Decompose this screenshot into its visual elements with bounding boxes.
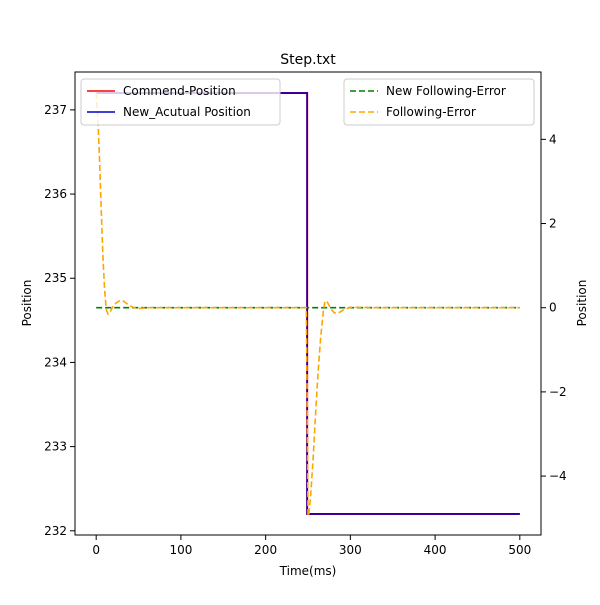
x-tick-label: 0 [92, 543, 100, 557]
y-left-tick-label: 237 [44, 103, 67, 117]
chart-title: Step.txt [280, 52, 336, 68]
y-left-tick-label: 232 [44, 524, 67, 538]
plot-frame [74, 71, 542, 536]
y-right-tick-label: −2 [549, 385, 567, 399]
x-tick-label: 400 [424, 543, 447, 557]
y-left-tick-label: 233 [44, 440, 67, 454]
legend-label-new-acutual-position: New_Acutual Position [123, 105, 251, 119]
legend-label-following-error: Following-Error [386, 105, 476, 119]
y-left-tick-label: 235 [44, 271, 67, 285]
x-axis-label: Time(ms) [279, 564, 337, 578]
x-tick-label: 300 [339, 543, 362, 557]
y-right-tick-label: 0 [549, 301, 557, 315]
y-right-tick-label: 2 [549, 217, 557, 231]
y-right-tick-label: 4 [549, 132, 557, 146]
legend-right-box [343, 78, 535, 126]
legend-left-box [80, 78, 281, 126]
legend-label-new-following-error: New Following-Error [386, 84, 506, 98]
legend-layer: Commend-Position New_Acutual Position New … [80, 78, 535, 126]
y-axis-left-label: Position [20, 280, 34, 327]
axes-layer: 0 100 200 300 400 500 232 233 234 235 236 237 −4 −2 0 2… [44, 71, 567, 557]
x-tick-label: 200 [254, 543, 277, 557]
x-tick-label: 100 [169, 543, 192, 557]
legend-label-commend-position: Commend-Position [123, 84, 236, 98]
y-right-tick-label: −4 [549, 469, 567, 483]
y-axis-right-label: Position [575, 280, 589, 327]
x-tick-label: 500 [508, 543, 531, 557]
y-left-tick-label: 236 [44, 187, 67, 201]
series-line-following-error [95, 92, 520, 517]
y-left-tick-label: 234 [44, 355, 67, 369]
